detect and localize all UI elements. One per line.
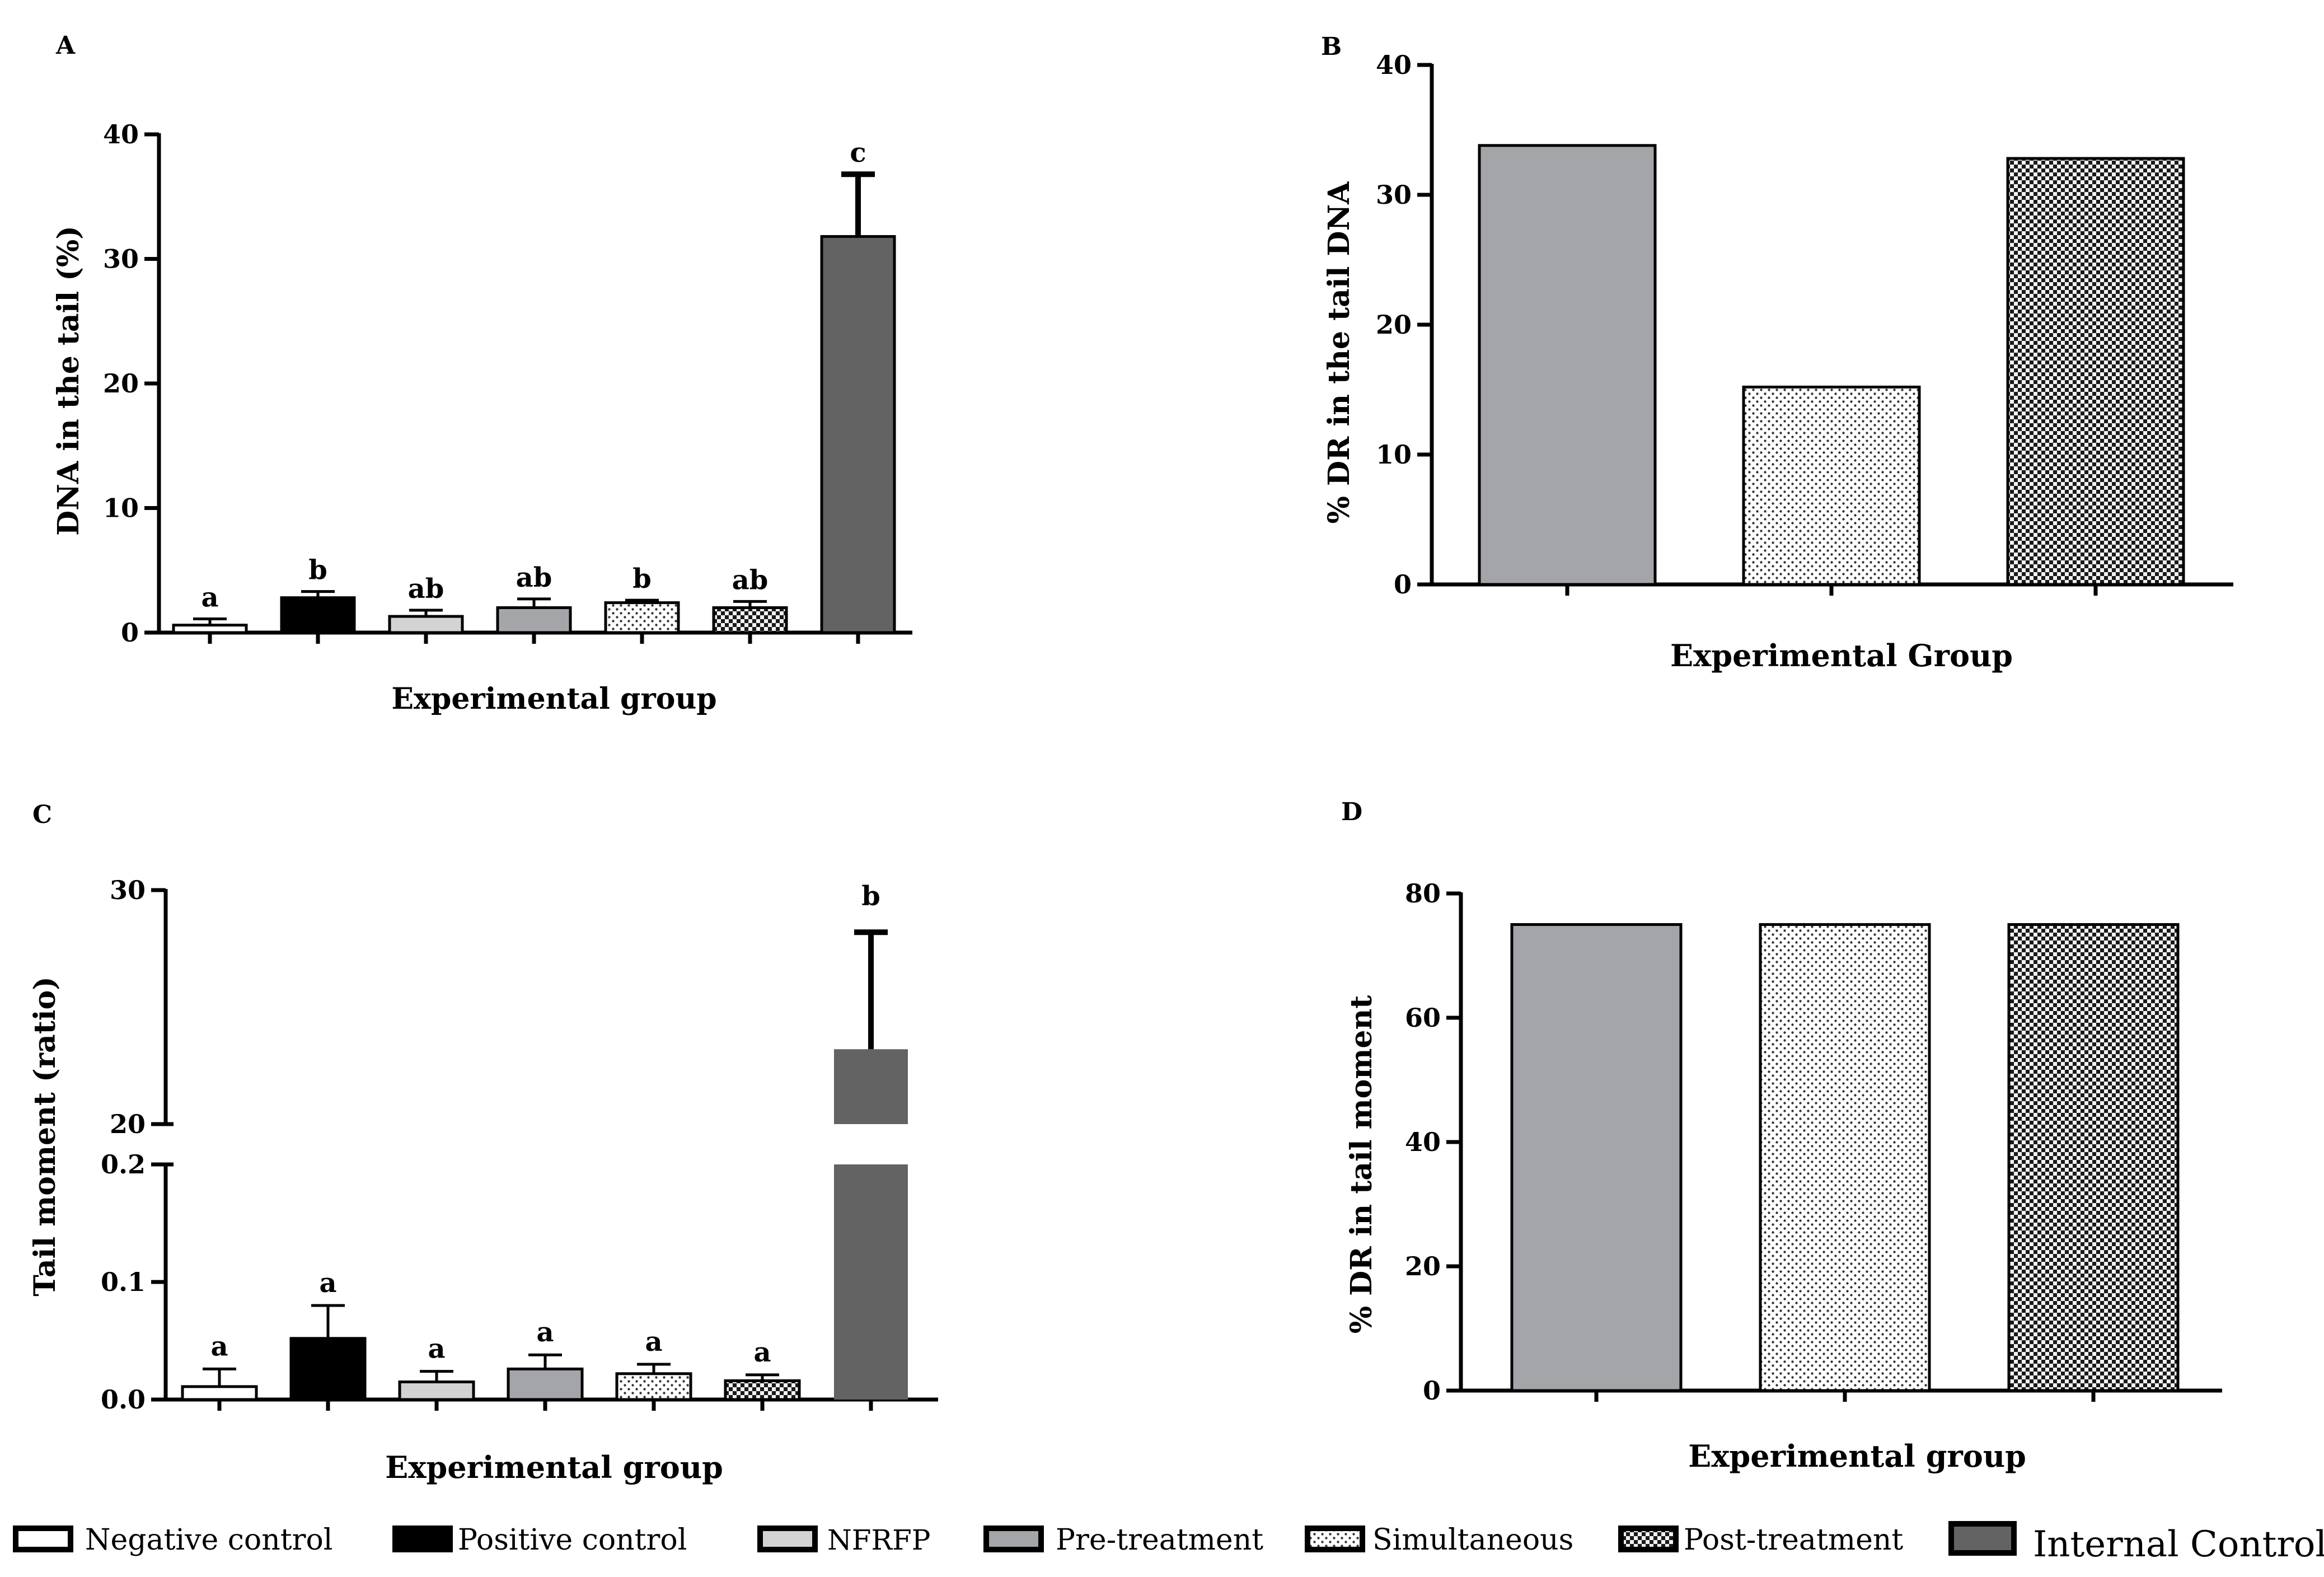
y-tick-label: 20	[1376, 310, 1412, 340]
legend-swatch	[1618, 1525, 1679, 1552]
panel-a-chart: A DNA in the tail (%) Experimental group…	[51, 31, 912, 716]
y-tick-label: 40	[103, 119, 139, 149]
significance-letter: ab	[408, 573, 444, 605]
y-tick-label: 10	[103, 493, 139, 523]
panel-b-label: B	[1321, 32, 1342, 61]
bar	[604, 601, 680, 634]
legend-label: Post-treatment	[1684, 1523, 1903, 1557]
legend-label: Negative control	[85, 1523, 332, 1557]
y-tick-label: 20	[1405, 1251, 1441, 1281]
bar-upper-segment	[834, 1049, 908, 1124]
significance-letter: a	[428, 1333, 445, 1365]
panel-c-label: C	[32, 801, 52, 829]
bar	[2006, 157, 2185, 586]
panel-c-plot: 20 30 0.0 0.1 0.2 a a a a a a b	[101, 875, 938, 1415]
y-tick-label: 80	[1405, 878, 1441, 909]
y-tick-label: 0	[121, 617, 139, 648]
y-tick-label: 20	[110, 1109, 146, 1139]
significance-letter: b	[308, 555, 327, 586]
legend-swatch	[1948, 1521, 2017, 1556]
panel-d-chart: D % DR in tail moment Experimental group…	[1341, 798, 2222, 1474]
legend-label: NFRFP	[827, 1524, 930, 1556]
y-tick-label: 0	[1423, 1375, 1441, 1406]
legend-swatch	[1305, 1525, 1365, 1552]
panel-d-xlabel: Experimental group	[1688, 1438, 2026, 1474]
panel-c-xlabel: Experimental group	[385, 1449, 723, 1485]
significance-letter: a	[201, 582, 218, 614]
panel-b-xlabel: Experimental Group	[1670, 638, 2013, 673]
bar	[289, 1337, 367, 1401]
y-tick-label: 30	[110, 875, 146, 905]
panel-a-label: A	[55, 31, 76, 60]
legend-swatch	[13, 1525, 73, 1552]
bar	[181, 1385, 258, 1401]
significance-letter: a	[536, 1317, 554, 1348]
significance-letter: a	[319, 1267, 336, 1299]
legend-label: Simultaneous	[1372, 1523, 1573, 1557]
panel-c-ylabel: Tail moment (ratio)	[28, 976, 62, 1297]
significance-letter: b	[861, 881, 880, 912]
bar	[398, 1381, 475, 1401]
significance-letter: ab	[516, 562, 552, 593]
legend-swatch	[757, 1525, 818, 1552]
significance-letter: c	[850, 137, 866, 169]
bar	[1510, 923, 1683, 1392]
bar-lower-segment	[834, 1164, 908, 1400]
bar	[1742, 385, 1921, 586]
legend-label: Internal Control	[2033, 1524, 2324, 1565]
bar	[280, 596, 356, 634]
bar	[724, 1379, 801, 1401]
panel-b-ylabel: % DR in the tail DNA	[1322, 181, 1356, 524]
significance-letter: ab	[732, 564, 769, 596]
bar	[496, 606, 572, 634]
panel-b-chart: B % DR in the tail DNA Experimental Grou…	[1321, 32, 2233, 673]
significance-letter: b	[632, 563, 652, 595]
y-tick-label: 0.2	[101, 1149, 146, 1180]
bar	[507, 1367, 584, 1401]
y-tick-label: 40	[1376, 50, 1412, 80]
y-tick-label: 0.0	[101, 1384, 146, 1415]
panel-a-xlabel: Experimental group	[391, 682, 716, 716]
bar	[615, 1372, 692, 1401]
y-tick-label: 10	[1376, 439, 1412, 470]
legend-label: Pre-treatment	[1056, 1523, 1263, 1557]
panel-d-ylabel: % DR in tail moment	[1344, 995, 1379, 1334]
significance-letter: a	[645, 1326, 662, 1358]
bar	[712, 606, 788, 634]
y-tick-label: 0	[1394, 569, 1412, 600]
panel-d-label: D	[1341, 798, 1362, 826]
bar	[388, 615, 464, 634]
bar	[1478, 144, 1657, 586]
y-tick-label: 0.1	[101, 1267, 146, 1297]
panel-b-plot: 0 10 20 30 40	[1376, 50, 2233, 600]
y-tick-label: 20	[103, 368, 139, 399]
y-tick-label: 30	[1376, 180, 1412, 210]
legend-swatch	[983, 1525, 1044, 1552]
bar	[172, 624, 248, 634]
panel-a-ylabel: DNA in the tail (%)	[51, 226, 86, 536]
legend: Negative control Positive control NFRFP Pre…	[13, 1521, 2324, 1565]
bar	[2007, 923, 2180, 1392]
y-tick-label: 40	[1405, 1127, 1441, 1157]
legend-label: Positive control	[458, 1523, 687, 1557]
panel-c-chart: C Tail moment (ratio) Experimental group…	[28, 801, 938, 1485]
panel-d-plot: 0 20 40 60 80	[1405, 878, 2222, 1406]
bar	[820, 235, 896, 634]
legend-swatch	[392, 1525, 453, 1552]
significance-letter: a	[210, 1331, 228, 1362]
bar	[1759, 923, 1931, 1392]
y-tick-label: 60	[1405, 1003, 1441, 1033]
y-tick-label: 30	[103, 244, 139, 274]
significance-letter: a	[753, 1337, 771, 1368]
